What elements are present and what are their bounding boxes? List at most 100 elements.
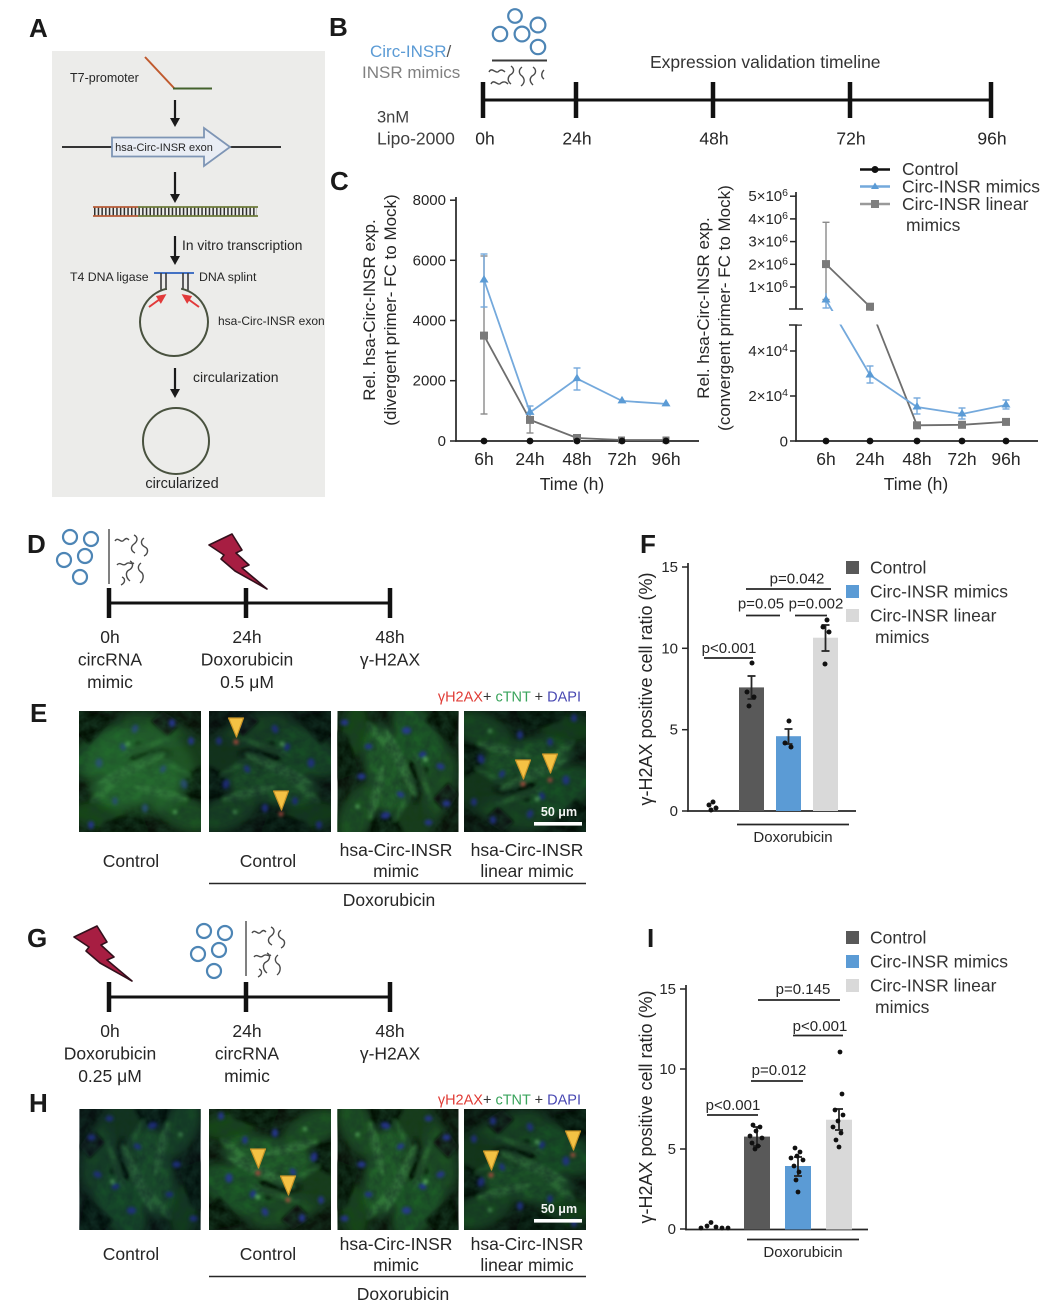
svg-text:Control: Control [240,851,296,871]
svg-text:0: 0 [670,803,678,820]
svg-text:Control: Control [902,159,958,179]
svg-text:(divergent primer- FC to Mock): (divergent primer- FC to Mock) [381,194,400,425]
svg-text:Rel. hsa-Circ-INSR exp.: Rel. hsa-Circ-INSR exp. [360,219,379,400]
svg-text:6000: 6000 [413,252,446,269]
svg-text:γH2AX+ cTNT + DAPI: γH2AX+ cTNT + DAPI [438,690,581,706]
svg-text:6h: 6h [474,449,493,469]
svg-text:(convergent primer- FC to Mock: (convergent primer- FC to Mock) [715,185,734,431]
svg-text:Doxorubicin: Doxorubicin [753,829,832,846]
svg-text:Circ-INSR mimics: Circ-INSR mimics [902,177,1040,197]
svg-text:0h: 0h [475,129,494,149]
svg-text:0: 0 [780,433,788,450]
svg-text:p=0.002: p=0.002 [789,596,844,613]
svg-text:72h: 72h [607,449,636,469]
svg-text:INSR mimics: INSR mimics [362,63,460,82]
svg-text:A: A [29,13,48,43]
svg-text:50 μm: 50 μm [541,1202,577,1216]
svg-text:Control: Control [103,1244,159,1264]
svg-text:p<0.001: p<0.001 [706,1097,761,1114]
svg-text:0.25 μM: 0.25 μM [78,1066,142,1086]
svg-text:Rel. hsa-Circ-INSR exp.: Rel. hsa-Circ-INSR exp. [694,217,713,398]
svg-text:15: 15 [659,981,676,998]
svg-text:48h: 48h [902,449,931,469]
svg-text:4000: 4000 [413,313,446,330]
svg-text:96h: 96h [651,449,680,469]
svg-text:mimic: mimic [373,1255,419,1275]
svg-text:Control: Control [870,558,926,578]
svg-text:hsa-Circ-INSR: hsa-Circ-INSR [340,840,453,860]
svg-text:hsa-Circ-INSR exon: hsa-Circ-INSR exon [218,314,325,328]
svg-text:mimics: mimics [875,627,930,647]
svg-text:24h: 24h [232,1021,261,1041]
svg-text:T7-promoter: T7-promoter [70,71,139,85]
svg-text:96h: 96h [991,449,1020,469]
svg-text:p=0.05: p=0.05 [738,596,784,613]
svg-text:γ-H2AX: γ-H2AX [360,650,421,670]
svg-text:48h: 48h [562,449,591,469]
svg-text:24h: 24h [515,449,544,469]
svg-text:3nM: 3nM [377,109,409,127]
svg-text:24h: 24h [855,449,884,469]
svg-text:Circ-INSR mimics: Circ-INSR mimics [870,582,1008,602]
svg-text:D: D [27,529,46,559]
svg-text:mimics: mimics [875,997,930,1017]
svg-text:6h: 6h [816,449,835,469]
svg-text:Circ-INSR mimics: Circ-INSR mimics [870,952,1008,972]
svg-text:24h: 24h [232,627,261,647]
svg-text:72h: 72h [836,129,865,149]
svg-text:Circ-INSR linear: Circ-INSR linear [870,976,997,996]
svg-text:hsa-Circ-INSR exon: hsa-Circ-INSR exon [115,142,213,154]
svg-text:Lipo-2000: Lipo-2000 [377,129,455,149]
svg-text:48h: 48h [699,129,728,149]
svg-text:8000: 8000 [413,192,446,209]
svg-text:I: I [647,923,654,953]
svg-text:Doxorubicin: Doxorubicin [343,890,435,910]
svg-text:4×104: 4×104 [748,342,788,360]
svg-text:Time (h): Time (h) [884,474,949,494]
svg-text:p<0.001: p<0.001 [702,640,757,657]
svg-text:5: 5 [670,722,678,739]
svg-text:10: 10 [661,640,678,657]
svg-text:hsa-Circ-INSR: hsa-Circ-INSR [340,1234,453,1254]
svg-text:1×106: 1×106 [748,278,788,296]
svg-text:Control: Control [240,1244,296,1264]
svg-text:G: G [27,923,47,953]
svg-text:15: 15 [661,559,678,576]
svg-text:5: 5 [668,1141,676,1158]
svg-text:50 μm: 50 μm [541,805,577,819]
svg-text:mimic: mimic [87,672,133,692]
svg-text:γ-H2AX positive cell ratio (%): γ-H2AX positive cell ratio (%) [636,572,656,805]
svg-text:circRNA: circRNA [215,1044,279,1064]
svg-text:0: 0 [668,1221,676,1238]
svg-text:In vitro transcription: In vitro transcription [182,238,302,253]
svg-text:mimic: mimic [373,861,419,881]
svg-text:3×106: 3×106 [748,233,788,251]
svg-text:p<0.001: p<0.001 [793,1018,848,1035]
svg-text:H: H [29,1088,48,1118]
svg-text:Doxorubicin: Doxorubicin [357,1284,449,1304]
svg-text:2×106: 2×106 [748,255,788,273]
svg-text:0h: 0h [100,627,119,647]
svg-text:Control: Control [103,851,159,871]
svg-text:T4 DNA ligase: T4 DNA ligase [70,270,149,284]
svg-text:Doxorubicin: Doxorubicin [64,1044,156,1064]
svg-text:mimics: mimics [906,215,961,235]
svg-text:Doxorubicin: Doxorubicin [201,650,293,670]
svg-text:10: 10 [659,1061,676,1078]
svg-text:circRNA: circRNA [78,650,142,670]
svg-text:48h: 48h [375,627,404,647]
svg-text:mimic: mimic [224,1066,270,1086]
svg-text:Expression validation timeline: Expression validation timeline [650,52,881,72]
svg-text:B: B [329,12,348,42]
svg-text:5×106: 5×106 [748,187,788,205]
svg-text:4×106: 4×106 [748,210,788,228]
svg-text:2000: 2000 [413,373,446,390]
svg-text:Circ-INSR linear: Circ-INSR linear [870,606,997,626]
svg-text:p=0.012: p=0.012 [752,1062,807,1079]
svg-text:γH2AX+ cTNT + DAPI: γH2AX+ cTNT + DAPI [438,1093,581,1109]
svg-text:2×104: 2×104 [748,387,788,405]
svg-text:F: F [640,529,656,559]
svg-text:γ-H2AX: γ-H2AX [360,1044,421,1064]
svg-text:0h: 0h [100,1021,119,1041]
svg-text:E: E [30,698,47,728]
